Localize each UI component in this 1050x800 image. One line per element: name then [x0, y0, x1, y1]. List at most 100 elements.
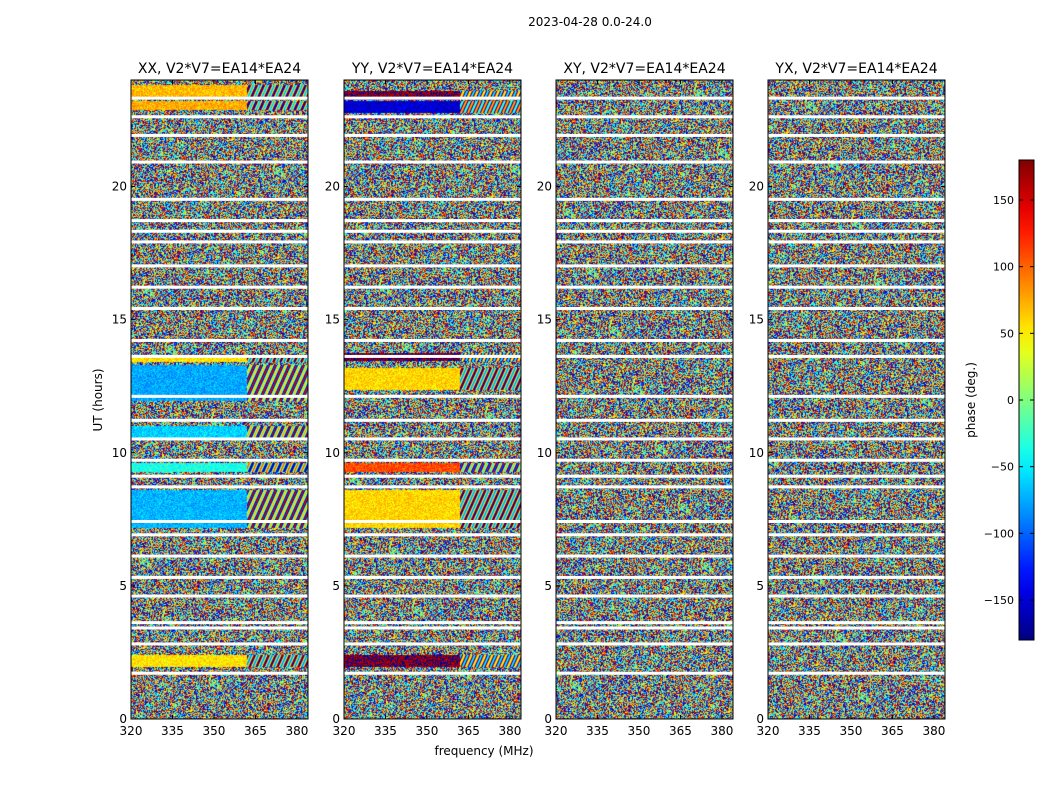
flag-gap-yy-3 — [344, 621, 521, 625]
xtick-label-xy-0: 320 — [545, 724, 568, 738]
flag-gap-yy-27 — [344, 96, 521, 100]
flag-gap-yy-13 — [344, 418, 521, 422]
panel-frame-yy — [343, 79, 522, 720]
x-axis-label: frequency (MHz) — [434, 744, 533, 758]
flag-gap-xy-19 — [556, 264, 733, 268]
xtick-label-yy-3: 365 — [457, 724, 480, 738]
xtick-label-yx-0: 320 — [757, 724, 780, 738]
xtick-label-yy-2: 350 — [416, 724, 439, 738]
flag-gap-yy-25 — [344, 133, 521, 137]
flag-gap-yx-9 — [768, 485, 945, 489]
panel-title-xx: XX, V2*V7=EA14*EA24 — [138, 61, 301, 77]
flag-gap-yx-13 — [768, 418, 945, 422]
flag-gap-xx-10 — [131, 474, 308, 478]
flag-gap-yx-11 — [768, 458, 945, 462]
flag-gap-yy-20 — [344, 240, 521, 244]
flag-gap-yx-17 — [768, 306, 945, 310]
xtick-label-xy-4: 380 — [710, 724, 733, 738]
cbar-tick-label-3: 0 — [1007, 394, 1014, 407]
flag-gap-xy-26 — [556, 115, 733, 119]
flag-gap-xx-13 — [131, 418, 308, 422]
ytick-label-yx-3: 15 — [749, 313, 764, 327]
flag-gap-xx-3 — [131, 621, 308, 625]
flag-gap-yy-12 — [344, 437, 521, 441]
flag-gap-xy-11 — [556, 458, 733, 462]
ytick-label-xy-3: 15 — [537, 313, 552, 327]
ytick-label-yy-1: 5 — [332, 579, 340, 593]
ytick-label-yy-2: 10 — [325, 446, 340, 460]
cbar-tick-label-5: 100 — [993, 261, 1014, 274]
flag-gap-xx-18 — [131, 285, 308, 289]
flag-gap-yx-22 — [768, 219, 945, 223]
xtick-label-xx-1: 335 — [161, 724, 184, 738]
flag-gap-yx-15 — [768, 354, 945, 358]
flag-gap-xx-4 — [131, 594, 308, 598]
cbar-tick-label-0: −150 — [984, 594, 1014, 607]
flag-gap-xy-21 — [556, 229, 733, 233]
flag-gap-xy-13 — [556, 418, 733, 422]
flag-gap-yx-14 — [768, 394, 945, 398]
ytick-label-xx-3: 15 — [112, 313, 127, 327]
cbar-tick-label-2: −50 — [991, 461, 1014, 474]
xtick-label-xx-2: 350 — [203, 724, 226, 738]
flag-gap-xy-2 — [556, 626, 733, 630]
panels-group: XX, V2*V7=EA14*EA24 320 335 350 365 380 0 5 10 15… — [112, 61, 946, 738]
flag-gap-xy-5 — [556, 575, 733, 579]
flag-gap-yy-19 — [344, 264, 521, 268]
xtick-label-yy-1: 335 — [374, 724, 397, 738]
flag-gap-xy-24 — [556, 160, 733, 164]
phase-canvas-xy — [556, 80, 733, 719]
ytick-label-yy-4: 20 — [325, 180, 340, 194]
flag-gap-xy-15 — [556, 354, 733, 358]
flag-gap-xx-21 — [131, 229, 308, 233]
panel-title-yx: YX, V2*V7=EA14*EA24 — [774, 61, 937, 77]
flag-gap-yy-9 — [344, 485, 521, 489]
panel-yx: YX, V2*V7=EA14*EA24 320 335 350 365 380 0 5 10 15… — [749, 61, 946, 738]
ytick-label-xy-4: 20 — [537, 180, 552, 194]
phase-canvas-yx — [768, 80, 945, 719]
phase-canvas-yy — [344, 80, 521, 719]
panel-title-yy: YY, V2*V7=EA14*EA24 — [351, 61, 513, 77]
flag-gap-xx-15 — [131, 354, 308, 358]
flag-gap-yx-10 — [768, 474, 945, 478]
flag-gap-xx-2 — [131, 626, 308, 630]
ytick-label-yy-3: 15 — [325, 313, 340, 327]
panel-frame-yx — [767, 79, 946, 720]
flag-gap-yy-4 — [344, 594, 521, 598]
panel-frame-xx — [130, 79, 309, 720]
flag-gap-xx-8 — [131, 519, 308, 523]
ytick-label-xy-1: 5 — [544, 579, 552, 593]
ytick-label-yx-0: 0 — [756, 712, 764, 726]
flag-gap-yx-20 — [768, 240, 945, 244]
flag-gap-xy-7 — [556, 533, 733, 537]
cbar-tick-label-6: 150 — [993, 194, 1014, 207]
flag-gap-xx-26 — [131, 115, 308, 119]
flag-gap-yy-24 — [344, 160, 521, 164]
xtick-label-yx-2: 350 — [840, 724, 863, 738]
flag-gap-yy-22 — [344, 219, 521, 223]
flag-gap-yy-11 — [344, 458, 521, 462]
flag-gap-yx-4 — [768, 594, 945, 598]
flag-gap-yx-24 — [768, 160, 945, 164]
flag-gap-yx-26 — [768, 115, 945, 119]
flag-gap-xx-20 — [131, 240, 308, 244]
flag-gap-yy-17 — [344, 306, 521, 310]
flag-gap-yy-21 — [344, 229, 521, 233]
flag-gap-xx-11 — [131, 458, 308, 462]
xtick-label-xx-3: 365 — [244, 724, 267, 738]
flag-gap-yx-18 — [768, 285, 945, 289]
flag-gap-xy-9 — [556, 485, 733, 489]
flag-gap-yy-7 — [344, 533, 521, 537]
flag-gap-xy-6 — [556, 554, 733, 558]
cbar-tick-label-1: −100 — [984, 527, 1014, 540]
flag-gap-yy-0 — [344, 671, 521, 675]
phase-image-xy — [556, 80, 733, 719]
flag-gap-yy-15 — [344, 354, 521, 358]
panel-xx: XX, V2*V7=EA14*EA24 320 335 350 365 380 0 5 10 15… — [112, 61, 309, 738]
flag-gap-yx-21 — [768, 229, 945, 233]
xtick-label-yy-0: 320 — [333, 724, 356, 738]
ytick-label-yx-2: 10 — [749, 446, 764, 460]
flag-gap-xy-22 — [556, 219, 733, 223]
panel-frame-xy — [555, 79, 734, 720]
